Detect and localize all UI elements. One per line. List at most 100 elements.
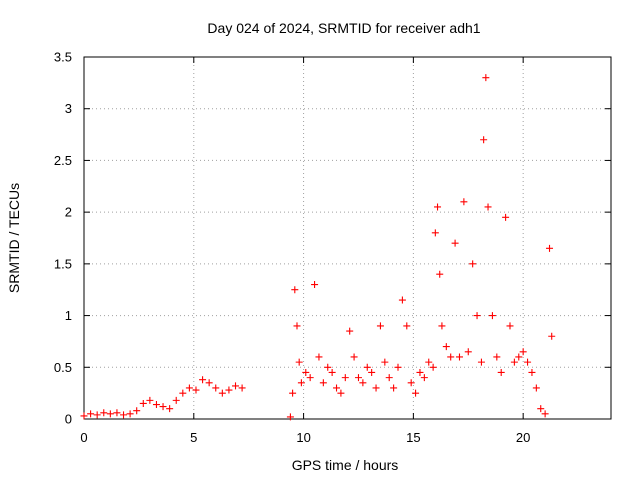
data-point — [431, 229, 439, 237]
data-point — [113, 409, 121, 417]
data-point — [306, 374, 314, 382]
data-point — [100, 409, 108, 417]
data-point — [546, 244, 554, 252]
data-point — [93, 411, 101, 419]
y-tick-label: 1 — [65, 308, 72, 323]
data-point — [469, 260, 477, 268]
x-tick-label: 15 — [406, 430, 420, 445]
data-point — [488, 312, 496, 320]
y-tick-label: 3.5 — [54, 50, 72, 65]
data-point — [139, 399, 147, 407]
data-point — [519, 348, 527, 356]
data-point — [152, 401, 160, 409]
data-point — [473, 312, 481, 320]
data-point — [493, 353, 501, 361]
data-point — [80, 412, 88, 420]
data-point — [87, 410, 95, 418]
data-point — [297, 379, 305, 387]
data-point — [447, 353, 455, 361]
grid-lines — [84, 57, 611, 419]
x-tick-label: 10 — [296, 430, 310, 445]
data-point — [205, 379, 213, 387]
x-tick-label: 5 — [190, 430, 197, 445]
data-point — [420, 374, 428, 382]
data-point — [515, 353, 523, 361]
y-tick-label: 2.5 — [54, 153, 72, 168]
data-point — [293, 322, 301, 330]
data-point — [541, 410, 549, 418]
data-point — [359, 379, 367, 387]
data-point — [159, 403, 167, 411]
data-point — [328, 368, 336, 376]
data-point — [429, 363, 437, 371]
data-point — [482, 74, 490, 82]
plot-frame — [83, 56, 612, 420]
data-point — [302, 368, 310, 376]
y-tick-label: 1.5 — [54, 256, 72, 271]
data-point — [291, 286, 299, 294]
data-point — [199, 376, 207, 384]
data-point — [372, 384, 380, 392]
y-axis-label: SRMTID / TECUs — [6, 183, 22, 293]
x-axis-label: GPS time / hours — [292, 457, 399, 473]
data-point — [192, 386, 200, 394]
data-point — [484, 203, 492, 211]
data-point — [510, 358, 518, 366]
data-point — [225, 386, 233, 394]
data-point — [324, 363, 332, 371]
data-point — [528, 368, 536, 376]
data-point — [120, 411, 128, 419]
data-point — [289, 389, 297, 397]
data-point — [537, 405, 545, 413]
data-series — [80, 74, 556, 421]
data-point — [232, 382, 240, 390]
data-point — [434, 203, 442, 211]
data-point — [106, 410, 114, 418]
data-point — [354, 374, 362, 382]
data-point — [477, 358, 485, 366]
y-tick-label: 2 — [65, 205, 72, 220]
data-point — [403, 322, 411, 330]
y-tick-label: 3 — [65, 101, 72, 116]
data-point — [390, 384, 398, 392]
data-point — [185, 384, 193, 392]
data-point — [341, 374, 349, 382]
data-point — [497, 368, 505, 376]
data-point — [464, 348, 472, 356]
data-point — [455, 353, 463, 361]
data-point — [532, 384, 540, 392]
data-point — [502, 213, 510, 221]
y-tick-label: 0 — [65, 412, 72, 427]
data-point — [381, 358, 389, 366]
data-point — [346, 327, 354, 335]
data-point — [398, 296, 406, 304]
data-point — [363, 363, 371, 371]
data-point — [212, 384, 220, 392]
data-point — [166, 405, 174, 413]
x-tick-label: 20 — [516, 430, 530, 445]
data-point — [506, 322, 514, 330]
data-point — [315, 353, 323, 361]
data-point — [524, 358, 532, 366]
data-point — [133, 407, 141, 415]
data-point — [172, 396, 180, 404]
data-point — [311, 281, 319, 289]
data-point — [385, 374, 393, 382]
data-point — [286, 413, 294, 421]
data-point — [394, 363, 402, 371]
data-point — [425, 358, 433, 366]
x-tick-label: 0 — [80, 430, 87, 445]
data-point — [218, 389, 226, 397]
data-point — [460, 198, 468, 206]
data-point — [416, 368, 424, 376]
data-point — [337, 389, 345, 397]
data-point — [368, 368, 376, 376]
data-point — [442, 343, 450, 351]
data-point — [126, 410, 134, 418]
data-point — [480, 136, 488, 144]
data-point — [436, 270, 444, 278]
data-point — [548, 332, 556, 340]
axis-ticks: 0 0.5 1 1.5 2 2.5 3 3.5 0 5 10 15 20 — [54, 50, 611, 445]
data-point — [451, 239, 459, 247]
